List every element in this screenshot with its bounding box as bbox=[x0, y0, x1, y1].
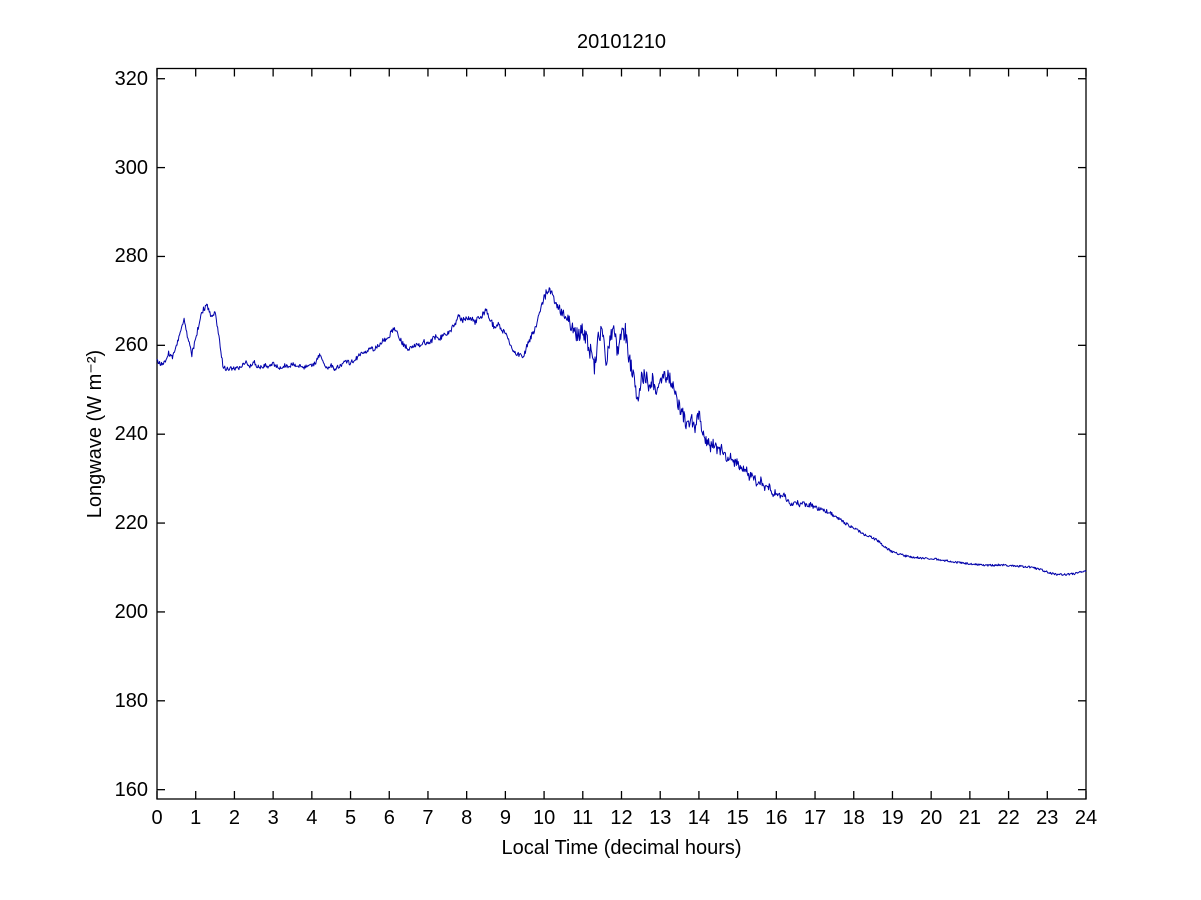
x-tick-label: 7 bbox=[422, 807, 434, 829]
x-tick-label: 3 bbox=[267, 807, 279, 829]
x-tick-label: 22 bbox=[997, 807, 1020, 829]
x-tick-label: 24 bbox=[1074, 807, 1098, 829]
axes-box bbox=[156, 67, 1087, 800]
x-tick-label: 0 bbox=[151, 807, 163, 829]
x-tick-label: 1 bbox=[190, 807, 202, 829]
x-tick-label: 6 bbox=[383, 807, 395, 829]
x-tick-label: 15 bbox=[726, 807, 749, 829]
x-tick-label: 14 bbox=[687, 807, 711, 829]
y-tick-label: 240 bbox=[114, 423, 148, 446]
y-tick-label: 280 bbox=[114, 245, 148, 268]
x-axis-label: Local Time (decimal hours) bbox=[501, 837, 742, 859]
x-tick-label: 17 bbox=[803, 807, 827, 829]
x-tick-label: 23 bbox=[1036, 807, 1059, 829]
x-tick-label: 10 bbox=[532, 807, 556, 829]
x-tick-label: 19 bbox=[881, 807, 904, 829]
chart-title: 20101210 bbox=[577, 31, 666, 53]
x-tick-label: 18 bbox=[842, 807, 865, 829]
y-tick-label: 180 bbox=[114, 689, 148, 712]
y-tick-label: 220 bbox=[114, 512, 148, 535]
y-tick-label: 320 bbox=[114, 67, 148, 90]
x-tick-label: 12 bbox=[610, 807, 633, 829]
y-tick-label: 200 bbox=[114, 600, 148, 623]
x-tick-label: 21 bbox=[958, 807, 981, 829]
x-tick-label: 13 bbox=[649, 807, 672, 829]
x-tick-label: 9 bbox=[499, 807, 511, 829]
x-tick-label: 16 bbox=[765, 807, 788, 829]
x-tick-label: 20 bbox=[920, 807, 943, 829]
y-tick-label: 260 bbox=[114, 334, 148, 357]
x-tick-label: 8 bbox=[461, 807, 473, 829]
x-tick-label: 4 bbox=[306, 807, 318, 829]
x-tick-label: 11 bbox=[572, 807, 594, 829]
x-tick-label: 5 bbox=[344, 807, 357, 829]
y-tick-label: 160 bbox=[114, 778, 148, 801]
x-tick-label: 2 bbox=[228, 807, 240, 829]
longwave-series-line bbox=[156, 287, 1087, 576]
y-tick-label: 300 bbox=[114, 156, 148, 179]
